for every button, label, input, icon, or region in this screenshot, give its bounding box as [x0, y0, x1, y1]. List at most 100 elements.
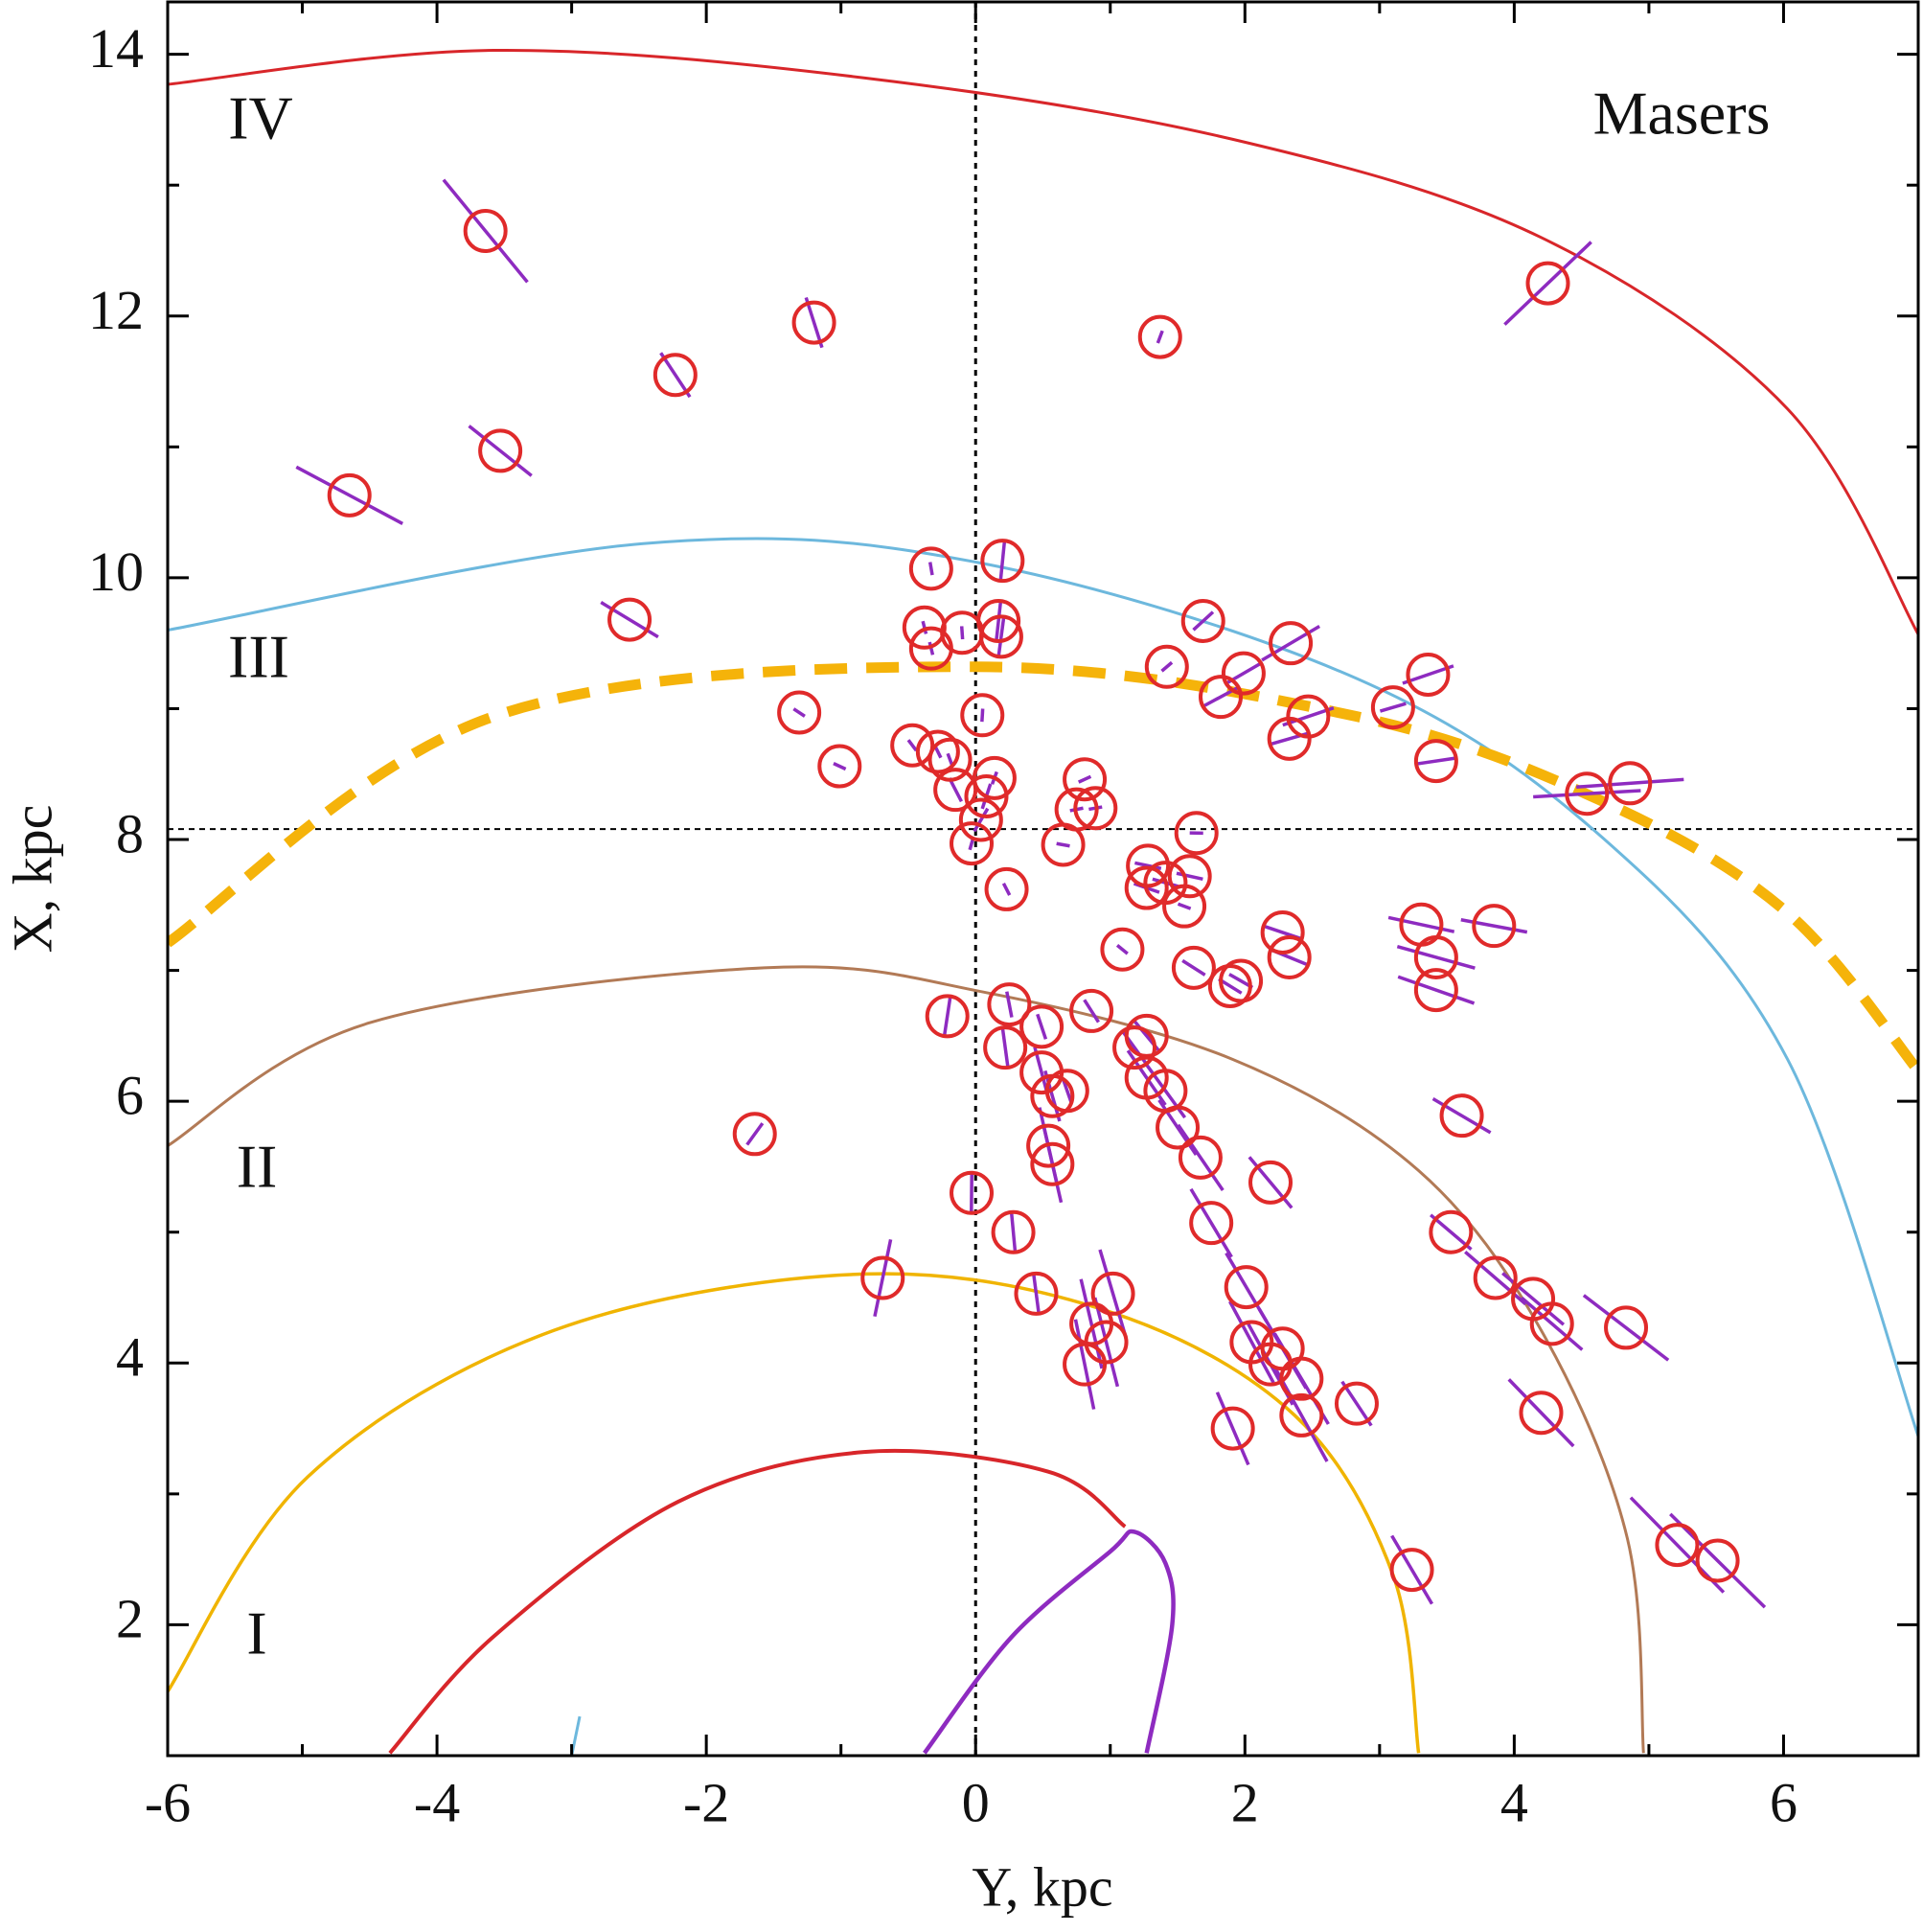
maser-point — [927, 737, 973, 782]
error-bar — [946, 752, 954, 767]
maser-point — [933, 768, 978, 813]
maser-point — [1167, 854, 1212, 899]
error-bar — [948, 777, 963, 803]
x-tick-label: 6 — [1770, 1771, 1797, 1833]
error-bar — [1227, 1300, 1275, 1384]
maser-point — [1472, 904, 1517, 949]
error-bar — [1160, 660, 1174, 673]
error-bar — [1156, 330, 1164, 344]
maser-point — [860, 1255, 905, 1300]
maser-point — [1248, 1160, 1293, 1205]
error-bar — [1387, 915, 1455, 933]
maser-point — [1267, 934, 1312, 979]
maser-point — [984, 866, 1029, 911]
y-tick-label: 14 — [88, 17, 144, 80]
error-bar — [959, 626, 965, 640]
arm-curve — [168, 1272, 1421, 1754]
error-bar — [1582, 1294, 1670, 1362]
arm-curve — [168, 48, 1918, 637]
error-bar — [833, 762, 847, 771]
arm-curve — [388, 1448, 1127, 1755]
maser-point — [958, 797, 1003, 842]
maser-point — [983, 1025, 1028, 1070]
error-bar — [1073, 1319, 1096, 1410]
error-bar — [906, 739, 918, 752]
maser-point — [1519, 1391, 1564, 1436]
error-bar — [1189, 1187, 1233, 1258]
x-tick-label: 0 — [962, 1771, 990, 1833]
maser-point — [1695, 1538, 1740, 1583]
maser-point — [1180, 598, 1225, 643]
error-bar — [442, 178, 529, 284]
maser-point — [1413, 968, 1458, 1013]
maser-point — [964, 773, 1009, 818]
error-bar — [1177, 902, 1192, 910]
error-bar — [1520, 1296, 1584, 1351]
x-tick-label: -6 — [145, 1771, 191, 1833]
maser-point — [652, 353, 698, 398]
maser-point — [1439, 1093, 1484, 1138]
x-tick-label: -2 — [683, 1771, 729, 1833]
maser-point — [908, 546, 953, 591]
error-bar — [1503, 241, 1592, 326]
error-bar — [995, 601, 1003, 641]
arm-curve — [168, 661, 1918, 1076]
error-bar — [1396, 944, 1476, 970]
annotation: I — [246, 1599, 266, 1668]
y-tick-label: 10 — [88, 540, 144, 603]
error-bar — [973, 807, 990, 833]
error-bar — [1431, 1096, 1492, 1135]
maser-point — [1044, 1069, 1089, 1114]
maser-point — [1144, 644, 1189, 689]
maser-point — [1260, 909, 1305, 954]
maser-point — [1069, 988, 1114, 1033]
error-bar — [1248, 1156, 1293, 1209]
maser-point — [1156, 1105, 1201, 1150]
maser-point — [1124, 865, 1169, 910]
maser-point — [791, 300, 836, 345]
error-bar — [1501, 1272, 1566, 1326]
error-bar — [1056, 841, 1070, 848]
error-bar — [792, 707, 806, 718]
error-bar — [1036, 1013, 1048, 1040]
error-bar — [1134, 861, 1162, 870]
maser-point — [1041, 822, 1086, 867]
error-bar — [1077, 774, 1092, 784]
maser-point — [976, 598, 1021, 643]
error-bar — [1340, 1380, 1373, 1427]
maser-point — [1019, 1004, 1065, 1049]
error-bar — [1177, 1123, 1225, 1191]
maser-point — [478, 428, 523, 473]
y-tick-label: 8 — [116, 802, 144, 864]
error-bar — [1274, 1368, 1329, 1462]
maser-point — [960, 693, 1005, 738]
error-bar — [1507, 1378, 1575, 1448]
annotation: III — [228, 623, 289, 691]
y-axis-label: X, kpc — [1, 805, 63, 954]
error-bar — [1415, 756, 1456, 766]
error-bar — [1005, 991, 1014, 1018]
maser-point — [1210, 1406, 1255, 1451]
error-bar — [1192, 610, 1215, 632]
maser-point — [1030, 1141, 1075, 1186]
maser-point — [732, 1112, 777, 1157]
error-bar — [1533, 789, 1641, 799]
maser-point — [1389, 1548, 1434, 1593]
maser-point — [327, 472, 372, 518]
maser-point — [1655, 1523, 1700, 1568]
error-bar — [1176, 871, 1203, 881]
error-bar — [1464, 1250, 1527, 1306]
maser-point — [1178, 1135, 1223, 1180]
maser-point — [1199, 675, 1244, 720]
error-bar — [1083, 999, 1100, 1024]
error-bar — [1402, 664, 1454, 685]
maser-point — [1126, 843, 1171, 888]
maser-point — [1608, 761, 1653, 806]
maser-point — [1267, 716, 1312, 761]
maser-point — [950, 821, 995, 866]
maser-point — [1473, 1255, 1518, 1300]
x-tick-label: 4 — [1500, 1771, 1528, 1833]
maser-point — [1529, 1301, 1574, 1346]
